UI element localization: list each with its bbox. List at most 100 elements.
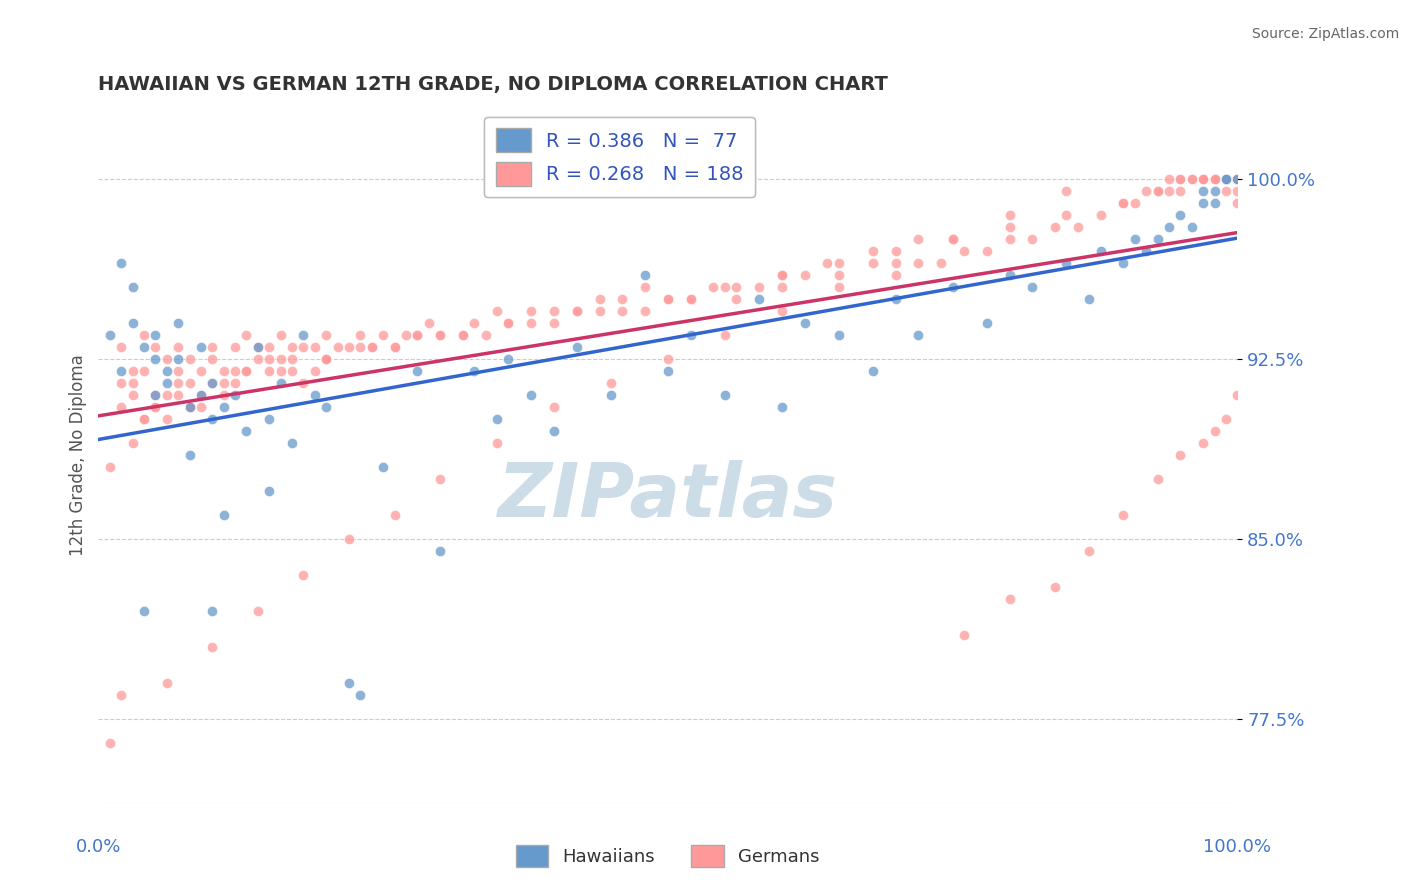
Point [429, 472, 451, 486]
Point [1078, 544, 1101, 558]
Point [145, 400, 167, 414]
Point [1226, 172, 1249, 186]
Point [588, 304, 610, 318]
Point [1181, 172, 1204, 186]
Point [246, 351, 269, 366]
Point [315, 351, 337, 366]
Point [1192, 436, 1215, 450]
Point [132, 604, 155, 618]
Point [315, 351, 337, 366]
Point [1170, 448, 1192, 462]
Point [259, 412, 281, 426]
Text: 100.0%: 100.0% [1204, 838, 1271, 856]
Point [657, 364, 679, 378]
Point [326, 340, 349, 354]
Point [1146, 472, 1168, 486]
Point [714, 328, 737, 343]
Point [634, 280, 657, 294]
Point [1021, 232, 1043, 246]
Point [828, 280, 851, 294]
Point [246, 340, 269, 354]
Point [1215, 184, 1237, 198]
Point [190, 400, 212, 414]
Point [520, 316, 543, 330]
Point [486, 412, 509, 426]
Point [679, 292, 702, 306]
Point [1181, 219, 1204, 234]
Point [235, 424, 257, 438]
Y-axis label: 12th Grade, No Diploma: 12th Grade, No Diploma [69, 354, 87, 556]
Point [418, 316, 440, 330]
Point [190, 364, 212, 378]
Point [976, 244, 998, 258]
Point [201, 412, 224, 426]
Point [212, 388, 235, 402]
Point [884, 244, 907, 258]
Point [384, 508, 406, 522]
Text: Source: ZipAtlas.com: Source: ZipAtlas.com [1251, 27, 1399, 41]
Point [612, 292, 634, 306]
Point [315, 328, 337, 343]
Point [224, 388, 246, 402]
Point [600, 388, 623, 402]
Point [451, 328, 474, 343]
Point [815, 256, 838, 270]
Point [862, 364, 884, 378]
Point [190, 388, 212, 402]
Point [259, 340, 281, 354]
Point [953, 244, 976, 258]
Point [371, 328, 394, 343]
Point [179, 400, 201, 414]
Point [543, 400, 565, 414]
Point [224, 340, 246, 354]
Point [770, 400, 793, 414]
Point [1170, 184, 1192, 198]
Legend: Hawaiians, Germans: Hawaiians, Germans [509, 838, 827, 874]
Point [565, 304, 588, 318]
Point [1123, 232, 1146, 246]
Point [246, 340, 269, 354]
Point [360, 340, 382, 354]
Point [145, 328, 167, 343]
Point [714, 388, 737, 402]
Point [1192, 172, 1215, 186]
Point [167, 364, 190, 378]
Point [110, 400, 132, 414]
Point [429, 328, 451, 343]
Point [1112, 196, 1135, 211]
Point [1192, 184, 1215, 198]
Point [1215, 172, 1237, 186]
Point [132, 412, 155, 426]
Point [201, 640, 224, 654]
Point [828, 256, 851, 270]
Point [179, 376, 201, 390]
Point [1215, 172, 1237, 186]
Point [384, 340, 406, 354]
Point [337, 676, 360, 690]
Point [429, 328, 451, 343]
Point [1146, 232, 1168, 246]
Point [212, 376, 235, 390]
Point [121, 376, 143, 390]
Point [543, 304, 565, 318]
Point [1204, 184, 1226, 198]
Point [486, 304, 509, 318]
Point [156, 412, 179, 426]
Point [679, 328, 702, 343]
Point [1067, 219, 1090, 234]
Point [1204, 172, 1226, 186]
Point [110, 256, 132, 270]
Point [270, 328, 292, 343]
Point [463, 364, 485, 378]
Point [179, 400, 201, 414]
Point [998, 208, 1021, 222]
Point [1226, 172, 1249, 186]
Point [942, 280, 965, 294]
Point [793, 268, 815, 282]
Point [201, 340, 224, 354]
Point [201, 376, 224, 390]
Text: 0.0%: 0.0% [76, 838, 121, 856]
Point [235, 328, 257, 343]
Point [907, 232, 929, 246]
Point [246, 604, 269, 618]
